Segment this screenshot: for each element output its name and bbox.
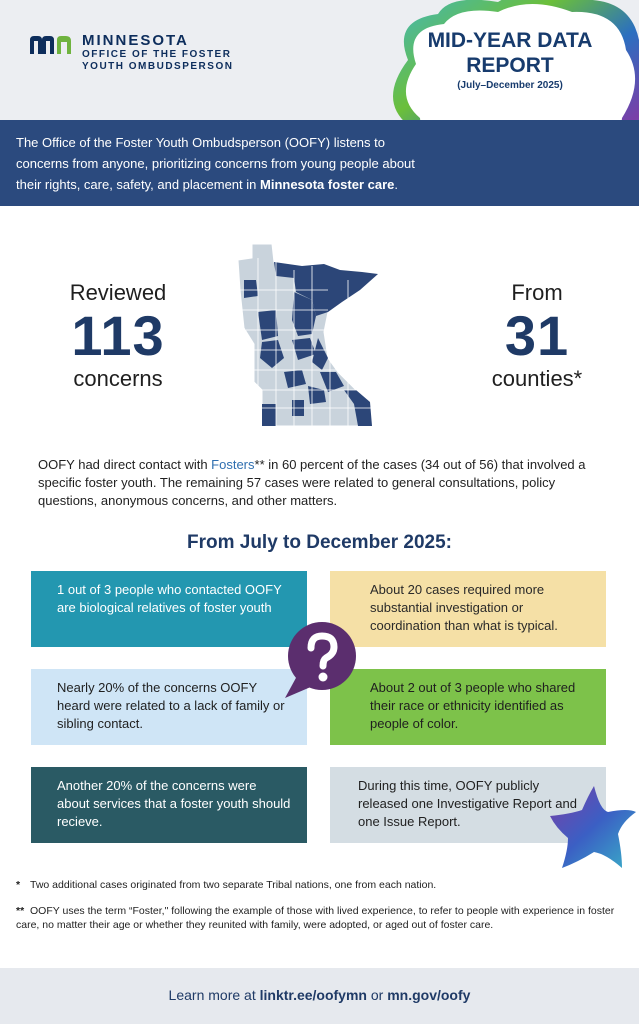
- fact-box-reports: During this time, OOFY publicly released…: [330, 767, 606, 843]
- footer-link-mngov[interactable]: mn.gov/oofy: [387, 987, 471, 1003]
- fact-box-relatives: 1 out of 3 people who contacted OOFY are…: [31, 571, 307, 647]
- footnote-marker-2: **: [16, 905, 25, 917]
- contact-text-start: OOFY had direct contact with: [38, 457, 212, 472]
- footer-band: Learn more at linktr.ee/oofymn or mn.gov…: [0, 968, 639, 1024]
- footnote-tribal: * Two additional cases originated from tw…: [16, 878, 626, 892]
- contact-text-end: ** in 60 percent of the cases (34 out of…: [38, 457, 586, 508]
- fact-box-people-of-color: About 2 out of 3 people who shared their…: [330, 669, 606, 745]
- fact-box-family-contact: Nearly 20% of the concerns OOFY heard we…: [31, 669, 307, 745]
- intro-text-end: .: [394, 177, 398, 192]
- report-period: (July–December 2025): [457, 80, 563, 91]
- footer-link-linktree[interactable]: linktr.ee/oofymn: [259, 987, 367, 1003]
- stat-counties-label: From: [511, 280, 563, 305]
- stat-reviewed-label: Reviewed: [69, 280, 167, 305]
- footer-prefix: Learn more at: [168, 987, 260, 1003]
- minnesota-county-map-icon: [237, 243, 380, 427]
- intro-bold-text: Minnesota foster care: [260, 177, 395, 192]
- logo-state-name: MINNESOTA: [82, 32, 189, 49]
- logo-office-line1: OFFICE OF THE FOSTER: [82, 49, 232, 60]
- intro-text: The Office of the Foster Youth Ombudsper…: [16, 135, 415, 192]
- star-decoration-icon: [550, 786, 636, 868]
- footer-middle: or: [366, 987, 388, 1003]
- stat-counties-unit: counties*: [491, 366, 583, 391]
- minnesota-logo-icon: [30, 36, 71, 54]
- stat-reviewed: Reviewed 113 concerns: [48, 280, 188, 392]
- question-bubble-icon: [285, 622, 356, 698]
- stat-reviewed-unit: concerns: [73, 366, 163, 391]
- report-title-line2: REPORT: [466, 54, 554, 77]
- footnote-foster-term: ** OOFY uses the term “Foster," following…: [16, 904, 626, 932]
- logo-office-line2: YOUTH OMBUDSPERSON: [82, 61, 234, 72]
- report-title-line1: MID-YEAR DATA: [427, 29, 593, 52]
- report-title-block: MID-YEAR DATA REPORT (July–December 2025…: [410, 28, 610, 91]
- agency-logo: MINNESOTA OFFICE OF THE FOSTER YOUTH OMB…: [28, 32, 233, 73]
- footnote-text-1: Two additional cases originated from two…: [30, 879, 437, 891]
- fosters-term: Fosters: [211, 457, 255, 472]
- stat-reviewed-number: 113: [71, 304, 165, 367]
- contact-paragraph: OOFY had direct contact with Fosters** i…: [38, 456, 608, 510]
- stat-counties-number: 31: [504, 304, 570, 367]
- footnote-text-2: OOFY uses the term “Foster," following t…: [16, 905, 615, 931]
- intro-band: The Office of the Foster Youth Ombudsper…: [0, 120, 639, 206]
- period-heading: From July to December 2025:: [186, 532, 453, 553]
- footnote-marker-1: *: [16, 879, 21, 891]
- fact-box-services: Another 20% of the concerns were about s…: [31, 767, 307, 843]
- fact-box-investigation: About 20 cases required more substantial…: [330, 571, 606, 647]
- stat-counties: From 31 counties*: [462, 280, 612, 392]
